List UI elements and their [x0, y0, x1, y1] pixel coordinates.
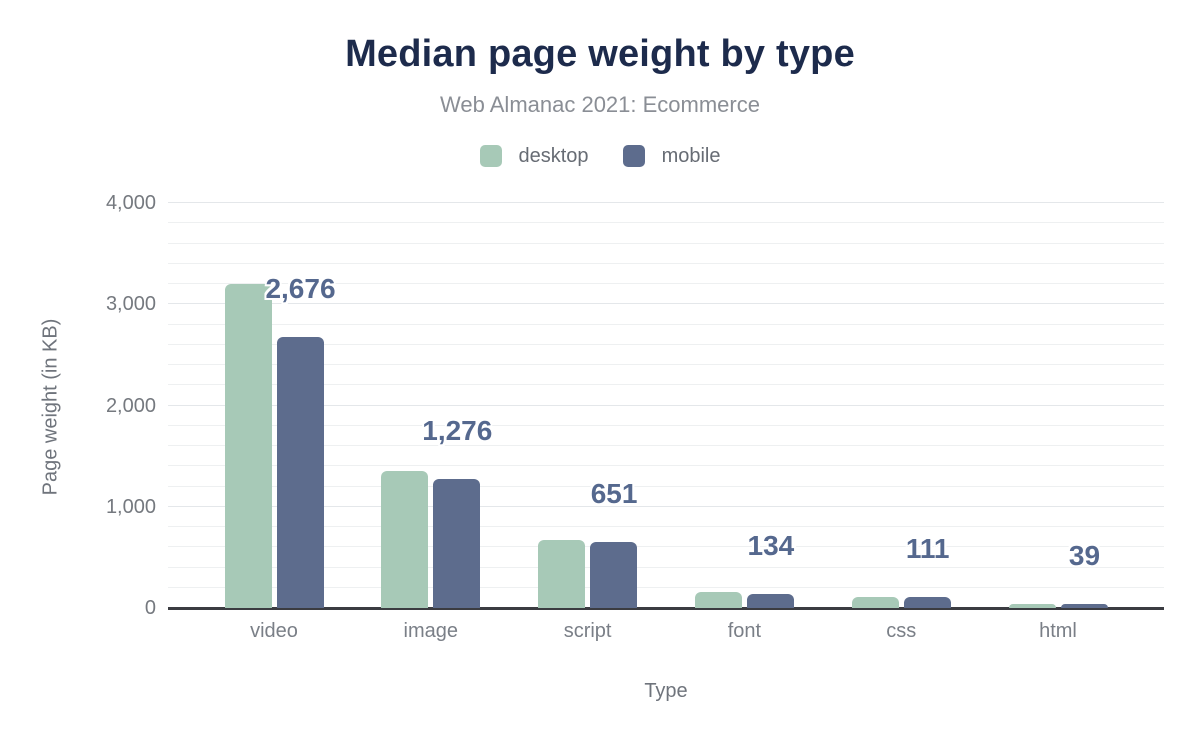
mobile-swatch-icon — [622, 145, 645, 167]
bar-group-video — [224, 284, 324, 608]
gridline — [168, 384, 1164, 386]
legend-item-desktop: desktop — [479, 144, 589, 168]
x-axis-line — [168, 607, 1164, 610]
legend-label-mobile: mobile — [661, 144, 721, 167]
bar-value-label-css: 111 — [905, 533, 950, 564]
gridline — [168, 222, 1164, 224]
gridline — [168, 262, 1164, 264]
y-tick-label: 1,000 — [105, 495, 156, 518]
gridline — [168, 546, 1164, 548]
bar-desktop-script — [538, 540, 586, 608]
x-tick-label-font: font — [727, 620, 762, 642]
x-tick-label-script: script — [563, 620, 612, 642]
bar-desktop-video — [224, 284, 272, 608]
bar-mobile-html — [1060, 604, 1108, 608]
desktop-swatch-icon — [479, 145, 502, 167]
bar-mobile-css — [903, 597, 951, 608]
bar-mobile-image — [433, 479, 481, 608]
page-title: Median page weight by type — [345, 33, 855, 75]
gridline — [168, 323, 1164, 325]
bar-group-script — [538, 540, 638, 608]
bar-mobile-font — [746, 594, 794, 608]
bar-desktop-image — [381, 471, 429, 608]
y-tick-label: 3,000 — [105, 293, 156, 316]
gridline — [168, 465, 1164, 467]
gridline — [168, 242, 1164, 244]
y-tick-label: 0 — [144, 597, 156, 619]
page-subtitle: Web Almanac 2021: Ecommerce — [440, 92, 760, 117]
gridline — [168, 445, 1164, 446]
gridline — [168, 424, 1164, 426]
gridline — [168, 526, 1164, 527]
bar-value-label-script: 651 — [590, 478, 638, 509]
gridline — [168, 566, 1164, 568]
bar-desktop-font — [694, 592, 742, 608]
gridline — [168, 343, 1164, 345]
gridline — [168, 202, 1164, 203]
y-tick-label: 2,000 — [105, 394, 156, 417]
plot-area: Type 2,676 video 1,276 image 651 script 134 fon… — [168, 202, 1164, 702]
bar-desktop-html — [1008, 604, 1056, 608]
x-tick-label-image: image — [403, 620, 459, 642]
y-axis-tick-labels: 0 1,000 2,000 3,000 4,000 — [0, 192, 156, 619]
bar-group-image — [381, 471, 481, 608]
bar-desktop-css — [851, 597, 899, 608]
bar-mobile-script — [590, 542, 638, 608]
y-tick-label: 4,000 — [105, 192, 156, 214]
gridline — [168, 283, 1164, 284]
bar-value-label-html: 39 — [1068, 540, 1101, 571]
bar-group-html — [1008, 604, 1108, 608]
legend-label-desktop: desktop — [518, 144, 589, 167]
gridline — [168, 364, 1164, 365]
gridline — [168, 505, 1164, 507]
x-tick-label-video: video — [250, 620, 298, 642]
gridline — [168, 404, 1164, 406]
bar-group-font — [694, 592, 794, 608]
bar-group-css — [851, 597, 951, 608]
gridline — [168, 303, 1164, 305]
bar-value-label-image: 1,276 — [422, 415, 493, 446]
gridline — [168, 586, 1164, 588]
bar-value-label-font: 134 — [747, 530, 795, 561]
x-tick-label-html: html — [1039, 620, 1077, 642]
x-tick-label-css: css — [886, 620, 917, 642]
gridline — [168, 485, 1164, 487]
legend: desktop mobile — [0, 144, 1200, 168]
bar-mobile-video — [276, 337, 324, 608]
x-axis-title: Type — [644, 680, 688, 702]
bar-value-label-video: 2,676 — [265, 273, 336, 304]
legend-item-mobile: mobile — [622, 144, 721, 168]
